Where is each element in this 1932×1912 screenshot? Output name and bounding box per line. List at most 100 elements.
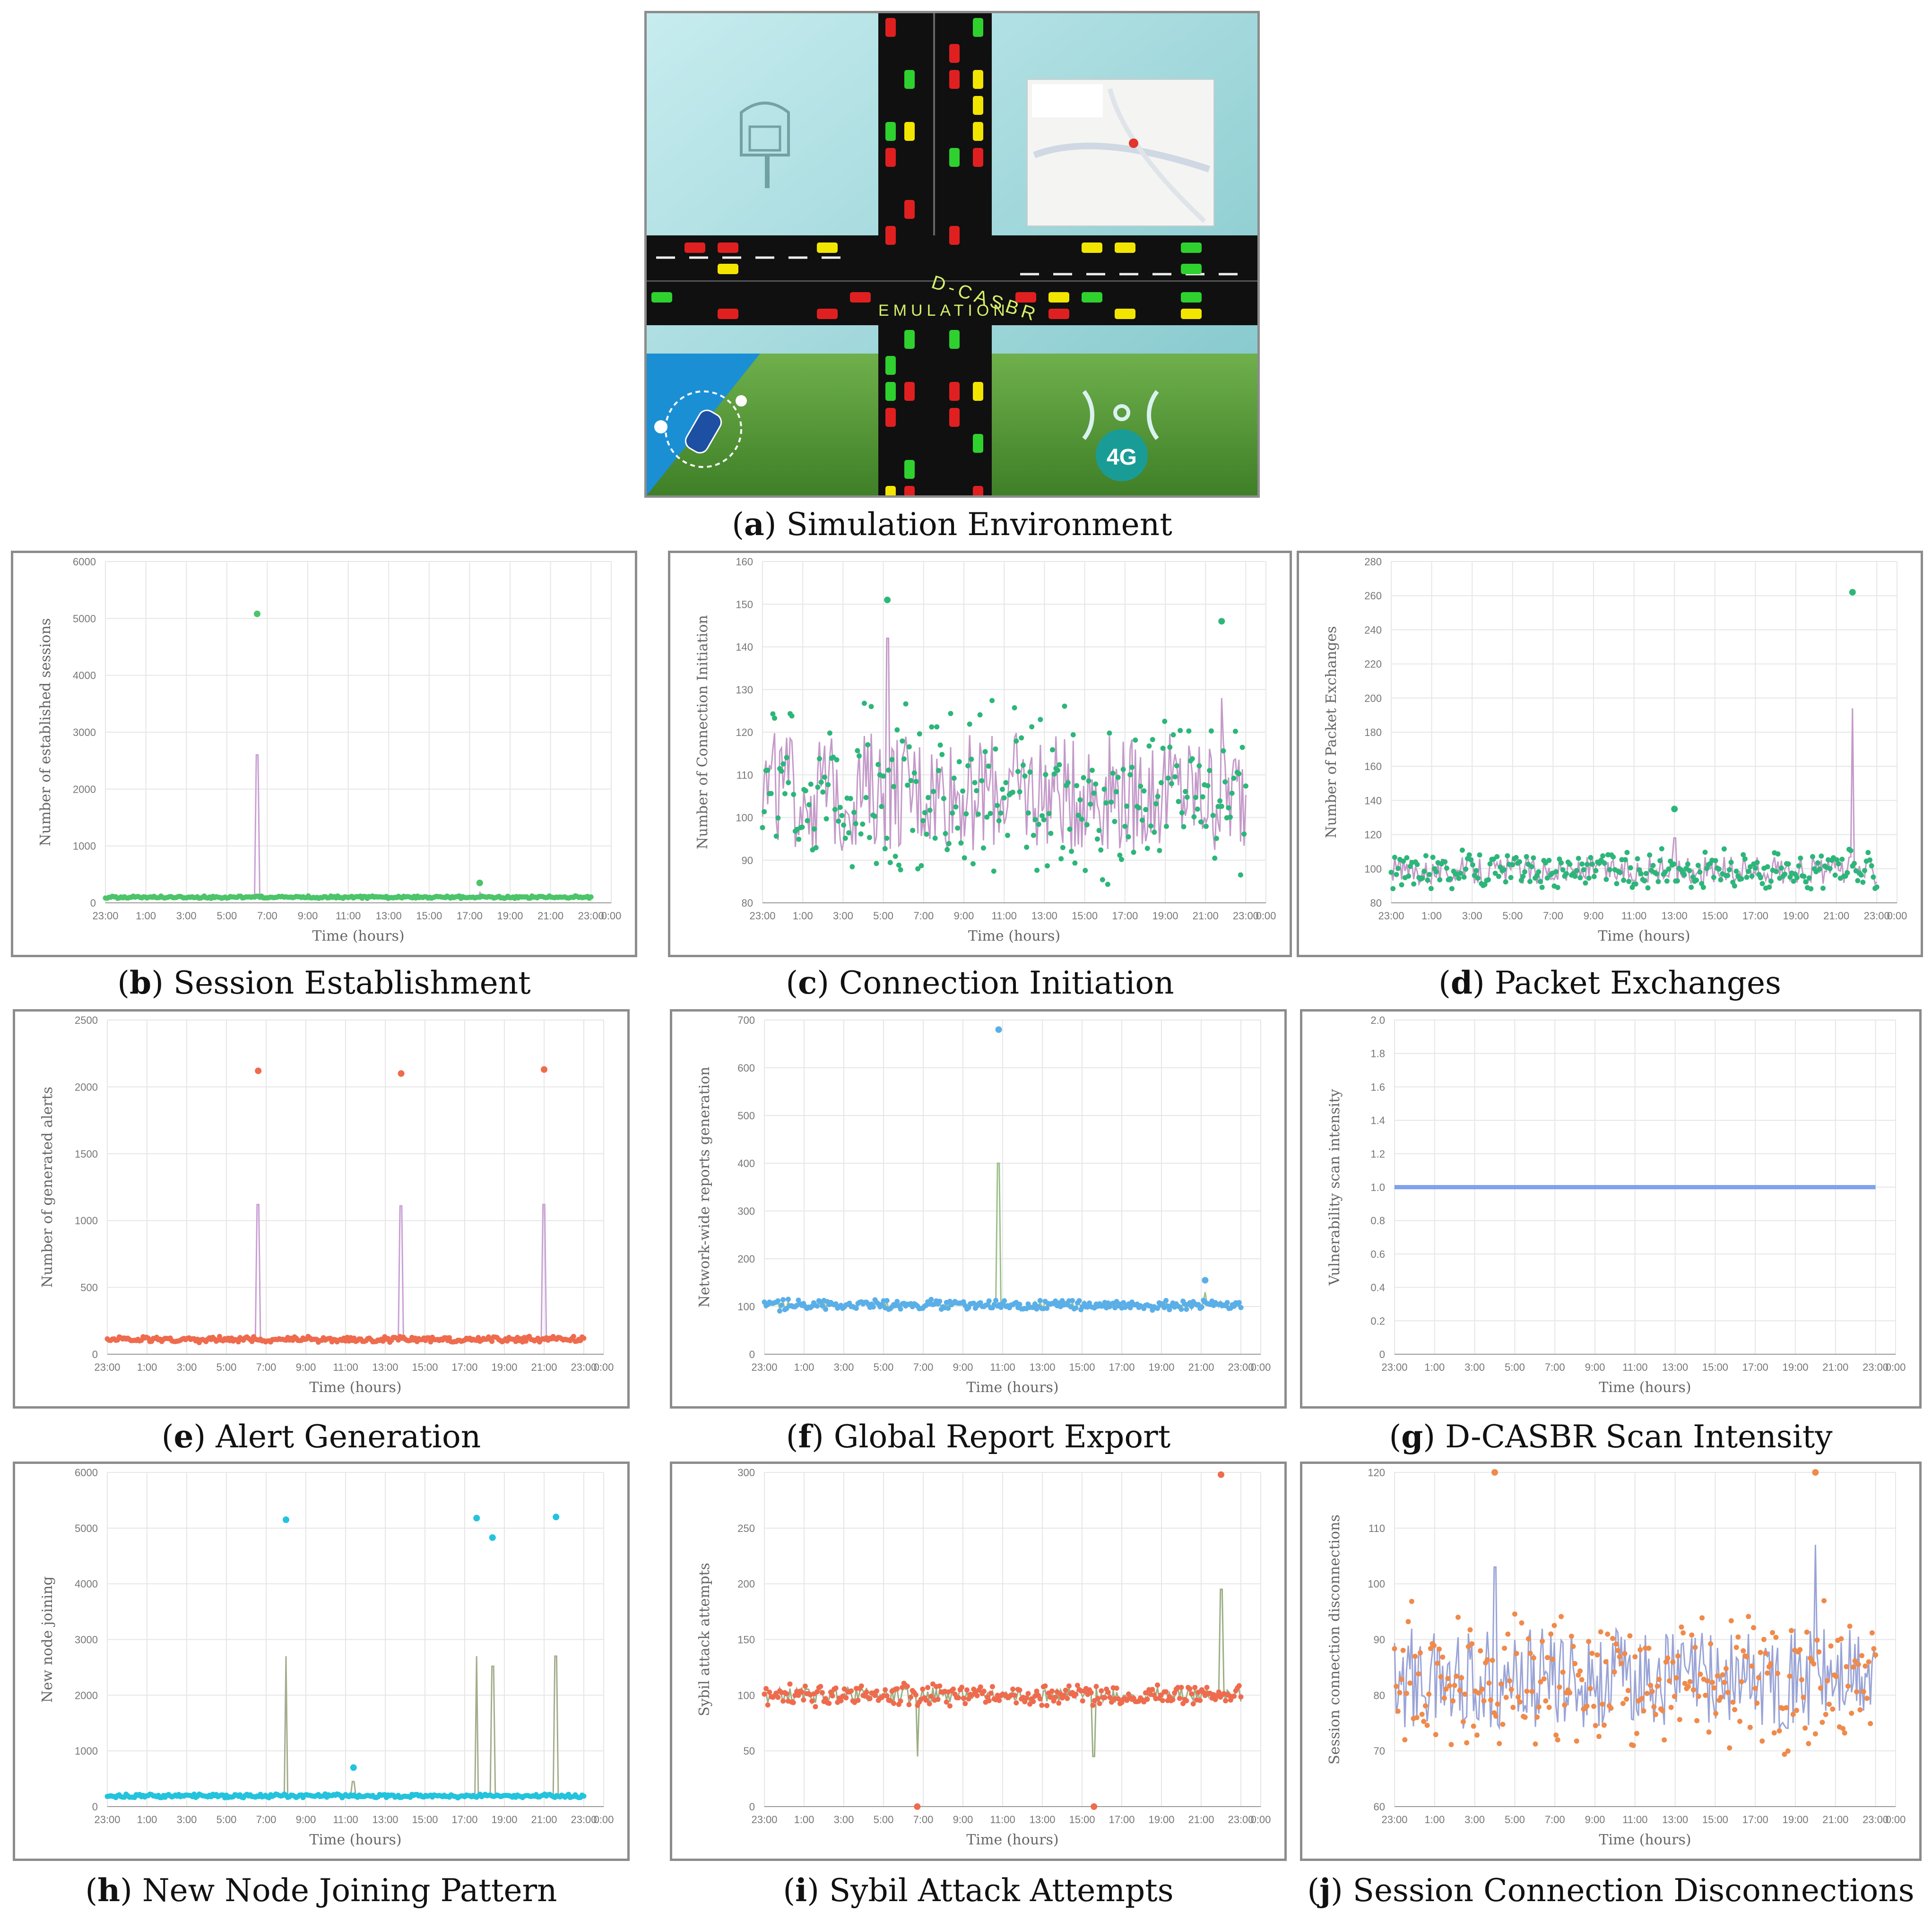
data-point bbox=[1510, 862, 1516, 868]
data-point bbox=[1759, 1738, 1765, 1744]
data-point bbox=[822, 774, 827, 780]
chart-c: 23:00 1:00 3:00 5:00 7:00 9:00 11:00 13:00 15:00… bbox=[694, 556, 1276, 944]
data-point bbox=[1593, 868, 1599, 874]
data-point bbox=[1789, 1628, 1794, 1634]
x-tick-label: 19:00 bbox=[1152, 910, 1178, 922]
data-point bbox=[813, 1704, 818, 1710]
data-point bbox=[1544, 1655, 1550, 1661]
x-tick-label: 23:00 bbox=[1233, 910, 1259, 922]
data-point bbox=[799, 1689, 805, 1695]
data-point bbox=[1863, 1663, 1868, 1669]
x-tick-label: 23:00 bbox=[1863, 1361, 1889, 1373]
data-point bbox=[911, 770, 917, 776]
y-tick-label: 3000 bbox=[73, 727, 96, 738]
data-point bbox=[1608, 1705, 1614, 1711]
y-tick-label: 60 bbox=[1374, 1801, 1385, 1813]
data-point bbox=[1031, 1699, 1036, 1704]
y-tick-label: 0 bbox=[92, 1801, 98, 1813]
data-point bbox=[1503, 1695, 1509, 1700]
y-tick-label: 0 bbox=[1379, 1349, 1385, 1360]
data-point bbox=[1022, 773, 1028, 779]
x-axis-label: Time (hours) bbox=[966, 1379, 1058, 1396]
car bbox=[904, 200, 915, 219]
data-point bbox=[1529, 1688, 1535, 1694]
car bbox=[1181, 264, 1202, 274]
data-point bbox=[1790, 1712, 1796, 1717]
data-point bbox=[1718, 1695, 1724, 1700]
y-tick-label: 0 bbox=[749, 1801, 755, 1813]
y-tick-label: 0.6 bbox=[1370, 1248, 1385, 1260]
data-point bbox=[823, 1696, 829, 1702]
x-tick-label: 23:00 bbox=[1864, 910, 1890, 922]
car bbox=[885, 148, 896, 167]
data-point bbox=[1232, 728, 1238, 734]
y-tick-label: 2.0 bbox=[1370, 1014, 1385, 1026]
data-point bbox=[928, 1297, 934, 1302]
data-point bbox=[1771, 1730, 1777, 1736]
outlier-point bbox=[1218, 1471, 1224, 1478]
data-point bbox=[1160, 1301, 1165, 1306]
data-point bbox=[1848, 848, 1854, 854]
car bbox=[885, 382, 896, 401]
data-point bbox=[777, 1308, 782, 1314]
data-point bbox=[1012, 705, 1017, 710]
data-point bbox=[1517, 1699, 1523, 1705]
data-point bbox=[951, 775, 957, 781]
data-point bbox=[1591, 1704, 1597, 1709]
data-point bbox=[1065, 780, 1071, 786]
data-point bbox=[865, 742, 871, 748]
data-point bbox=[1725, 873, 1731, 878]
data-point bbox=[1060, 845, 1066, 850]
y-tick-label: 1.8 bbox=[1370, 1048, 1385, 1060]
data-point bbox=[1536, 869, 1542, 874]
data-point bbox=[1229, 790, 1235, 796]
map-pin-icon bbox=[1129, 138, 1138, 148]
data-point bbox=[1034, 1688, 1040, 1694]
data-point bbox=[1402, 1737, 1408, 1743]
data-point bbox=[1024, 844, 1030, 850]
data-point bbox=[947, 1703, 953, 1709]
data-point bbox=[1127, 1305, 1133, 1311]
data-point bbox=[872, 813, 877, 819]
car bbox=[973, 122, 983, 141]
data-point bbox=[1544, 875, 1550, 881]
data-point bbox=[1799, 1677, 1804, 1683]
data-point bbox=[1442, 859, 1448, 865]
data-point bbox=[1624, 849, 1630, 855]
data-point bbox=[1611, 1669, 1617, 1675]
data-point bbox=[1404, 855, 1410, 861]
data-point bbox=[1167, 1694, 1172, 1699]
data-point bbox=[1559, 1614, 1564, 1619]
data-point bbox=[1647, 852, 1653, 858]
data-point bbox=[1099, 1688, 1104, 1694]
data-point bbox=[1097, 1701, 1102, 1706]
data-point bbox=[858, 1683, 864, 1689]
data-point bbox=[1204, 1685, 1210, 1690]
data-point bbox=[1713, 858, 1718, 864]
data-point bbox=[1117, 852, 1123, 858]
data-point bbox=[1046, 811, 1052, 816]
data-point bbox=[915, 866, 921, 872]
outlier-point bbox=[255, 1067, 262, 1074]
y-tick-label: 120 bbox=[1364, 829, 1382, 841]
x-tick-label: 23:00 bbox=[571, 1361, 597, 1373]
data-point bbox=[1072, 860, 1078, 866]
data-point bbox=[846, 830, 852, 836]
data-point bbox=[779, 1302, 784, 1308]
data-point bbox=[903, 701, 909, 707]
data-point bbox=[884, 835, 890, 841]
data-point bbox=[581, 1335, 587, 1341]
data-point bbox=[1048, 1695, 1053, 1700]
data-point bbox=[1062, 703, 1067, 709]
data-point bbox=[1395, 865, 1401, 871]
data-point bbox=[1716, 866, 1722, 872]
data-point bbox=[1002, 1298, 1007, 1304]
data-point bbox=[934, 724, 940, 730]
data-point bbox=[966, 1696, 971, 1702]
car bbox=[949, 44, 960, 63]
y-tick-label: 1000 bbox=[75, 1745, 98, 1757]
data-point bbox=[1476, 1690, 1481, 1696]
data-point bbox=[1696, 1694, 1701, 1699]
data-point bbox=[1210, 813, 1216, 818]
data-point bbox=[920, 1686, 926, 1692]
